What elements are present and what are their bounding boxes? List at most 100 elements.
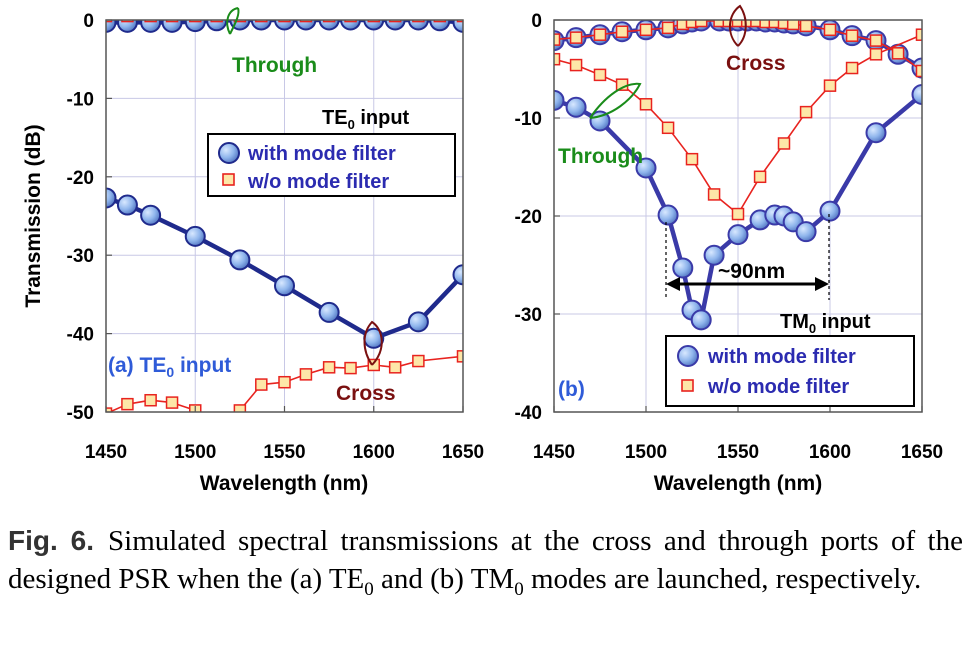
data-point-through-without-filter: [299, 20, 313, 23]
x-tick-label: 1450: [85, 442, 127, 463]
data-point-cross-with-filter: [106, 187, 117, 209]
data-point-through-without-filter: [661, 121, 675, 135]
panel-b-legend: with mode filter w/o mode filter: [665, 335, 915, 407]
data-point-through-without-filter: [869, 48, 883, 61]
panel-a-input-label: TE0 input: [322, 107, 410, 132]
data-point-through-without-filter: [106, 20, 113, 23]
data-point-through-with-filter: [363, 20, 385, 31]
data-point-cross-with-filter: [407, 311, 429, 333]
data-point-through-without-filter: [433, 20, 447, 23]
caption-text: Simulated spectral transmissions at the …: [8, 525, 963, 600]
panel-a-label: (a) TE0 input: [108, 354, 231, 380]
x-tick-label: 1550: [717, 442, 759, 463]
panel-b-ticks: 0 -10 -20 -30 -40 1450 1500 1550 1600 1650: [515, 11, 944, 463]
data-point-through-with-filter: [911, 83, 922, 105]
x-tick-label: 1650: [901, 442, 943, 463]
data-point-cross-without-filter: [121, 397, 134, 411]
panel-b-cross-marker: [729, 4, 747, 47]
panel-a-legend: with mode filter w/o mode filter: [207, 133, 456, 197]
data-point-through-without-filter: [165, 20, 179, 23]
data-point-cross-with-filter: [229, 249, 251, 271]
data-point-cross-without-filter: [694, 20, 708, 28]
panel-b-chart: 0 -10 -20 -30 -40 1450 1500 1550 1600 1650 Wavele…: [515, 4, 944, 495]
data-point-through-with-filter: [865, 122, 887, 144]
panel-a-xlabel: Wavelength (nm): [200, 472, 368, 495]
caption-label: Fig. 6.: [8, 525, 95, 556]
data-point-cross-without-filter: [106, 407, 113, 412]
data-point-through-without-filter: [554, 52, 561, 66]
data-point-cross-without-filter: [786, 20, 800, 31]
data-point-cross-without-filter: [569, 31, 583, 44]
data-point-cross-without-filter: [299, 368, 313, 381]
data-point-cross-without-filter: [823, 23, 837, 37]
data-point-cross-with-filter: [452, 264, 463, 286]
y-tick-label: -40: [67, 325, 94, 346]
data-point-through-without-filter: [799, 105, 813, 119]
panel-b-label: (b): [558, 378, 585, 401]
data-point-through-without-filter: [278, 20, 291, 23]
legend-circle-marker: [677, 345, 699, 367]
data-point-through-with-filter: [635, 157, 657, 179]
y-tick-label: -40: [515, 403, 542, 424]
data-point-through-with-filter: [452, 20, 463, 33]
figure-caption: Fig. 6. Simulated spectral transmissions …: [8, 522, 963, 609]
data-point-through-with-filter: [318, 20, 340, 31]
data-point-through-without-filter: [823, 79, 837, 92]
data-point-cross-without-filter: [891, 47, 905, 60]
figure-6: 0 -10 -20 -30 -40 -50 1450 1500 1550 1600 1650 Wav…: [22, 4, 944, 495]
panel-b-series: [554, 20, 922, 331]
data-point-through-without-filter: [144, 20, 157, 23]
data-point-cross-with-filter: [318, 301, 340, 323]
data-point-through-without-filter: [456, 20, 463, 23]
data-point-through-without-filter: [233, 20, 247, 23]
x-tick-label: 1600: [809, 442, 851, 463]
data-point-through-with-filter: [184, 20, 206, 33]
panel-a-legend-without: w/o mode filter: [247, 171, 389, 193]
y-tick-label: -10: [67, 89, 94, 110]
data-point-cross-without-filter: [869, 34, 883, 47]
data-point-through-without-filter: [777, 137, 791, 150]
data-point-through-without-filter: [189, 20, 202, 23]
data-point-through-with-filter: [819, 200, 841, 222]
panel-b-xlabel: Wavelength (nm): [654, 472, 822, 495]
span-arrow-right-head: [815, 277, 829, 291]
data-point-through-with-filter: [672, 257, 694, 279]
data-point-cross-without-filter: [593, 28, 607, 41]
data-point-cross-without-filter: [615, 25, 629, 39]
y-tick-label: -20: [67, 168, 94, 189]
data-point-cross-without-filter: [255, 378, 268, 391]
data-point-through-without-filter: [388, 20, 402, 23]
data-point-through-without-filter: [412, 20, 425, 23]
panel-b-through-label: Through: [558, 145, 643, 168]
data-point-cross-without-filter: [367, 358, 380, 372]
data-point-through-with-filter: [140, 20, 162, 33]
data-point-through-without-filter: [344, 20, 357, 23]
data-point-through-with-filter: [554, 89, 565, 111]
data-point-through-without-filter: [322, 20, 336, 23]
panel-b-legend-with: with mode filter: [707, 346, 856, 368]
data-point-through-with-filter: [565, 96, 587, 118]
panel-a-ylabel: Transmission (dB): [22, 124, 45, 307]
data-point-cross-with-filter: [274, 275, 295, 297]
legend-square-marker: [222, 173, 235, 186]
data-point-cross-without-filter: [278, 375, 291, 389]
x-tick-label: 1500: [625, 442, 667, 463]
panel-a-chart: 0 -10 -20 -30 -40 -50 1450 1500 1550 1600 1650 Wav…: [22, 7, 484, 495]
data-point-through-without-filter: [569, 58, 583, 72]
data-point-cross-without-filter: [661, 21, 675, 35]
data-point-through-without-filter: [210, 20, 223, 23]
data-point-through-without-filter: [753, 170, 767, 184]
panel-a-legend-with: with mode filter: [247, 143, 396, 165]
data-point-through-with-filter: [161, 20, 183, 33]
data-point-through-without-filter: [121, 20, 134, 23]
legend-circle-marker: [218, 142, 240, 164]
data-point-through-without-filter: [639, 98, 653, 111]
data-point-through-with-filter: [250, 20, 272, 31]
y-tick-label: -30: [67, 246, 94, 267]
series-line-cross-with-filter: [106, 195, 463, 341]
span-arrow-left-head: [666, 277, 680, 291]
data-point-through-with-filter: [407, 20, 429, 31]
data-point-through-with-filter: [274, 20, 295, 31]
y-tick-label: -50: [67, 403, 94, 424]
x-tick-label: 1500: [174, 442, 216, 463]
